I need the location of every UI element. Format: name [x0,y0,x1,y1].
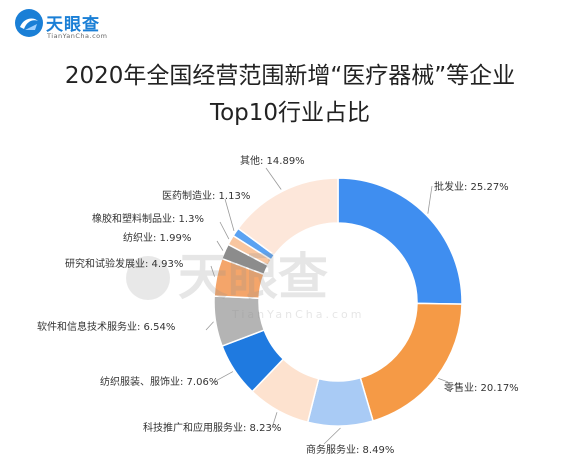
data-label-1: 零售业: 20.17% [444,381,519,394]
tianyancha-logo-icon [15,9,43,37]
leader-line-0 [427,185,433,214]
watermark-domain: TianYanCha.com [231,308,364,321]
data-label-0: 批发业: 25.27% [434,180,509,193]
watermark-text: 天眼查 [178,248,328,306]
leader-line-2 [323,427,341,445]
donut-slices [213,177,463,427]
data-label-3: 科技推广和应用服务业: 8.23% [143,421,281,434]
leader-line-5 [205,321,214,331]
data-label-4: 纺织服装、服饰业: 7.06% [100,375,218,388]
leader-line-6 [210,265,215,277]
slice-10 [237,177,339,257]
data-label-7: 纺织业: 1.99% [123,231,191,244]
data-label-5: 软件和信息技术服务业: 6.54% [37,320,175,333]
watermark: 天眼查 TianYanCha.com [126,248,364,321]
slice-1 [359,302,463,422]
brand-domain: TianYanCha.com [47,32,108,40]
leader-line-3 [271,412,278,429]
leader-line-7 [216,240,224,251]
brand-name: 天眼查 [46,15,100,35]
leader-line-1 [438,377,449,383]
brand-logo: 天眼查 TianYanCha.com [14,6,124,46]
data-label-10: 其他: 14.89% [240,154,305,167]
data-label-2: 商务服务业: 8.49% [306,443,394,456]
data-label-9: 医药制造业: 1.13% [162,189,250,202]
leader-line-4 [211,371,234,384]
slice-0 [337,177,463,305]
chart-subtitle: Top10行业占比 [209,100,371,126]
leader-line-10 [265,167,282,190]
leader-line-9 [224,198,235,231]
leader-lines [205,167,449,445]
watermark-logo-icon [126,256,170,300]
leader-line-8 [219,221,230,240]
chart-title: 2020年全国经营范围新增“医疗器械”等企业 [64,63,516,89]
data-labels: 批发业: 25.27% 零售业: 20.17% 商务服务业: 8.49% 科技推广和应… [37,154,519,456]
data-label-6: 研究和试验发展业: 4.93% [65,257,183,270]
data-label-8: 橡胶和塑料制品业: 1.3% [92,212,204,225]
